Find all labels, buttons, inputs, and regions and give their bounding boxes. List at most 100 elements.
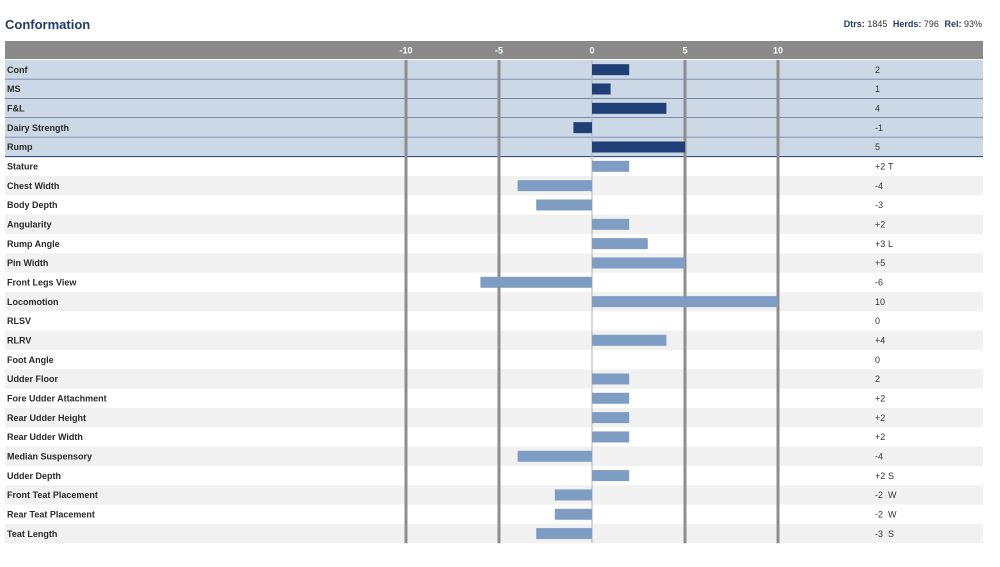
row-background [5,330,983,350]
row-background [5,523,983,544]
category-label: Dairy Strength [7,123,69,133]
value-label: 10 [875,297,885,307]
row-background [5,175,983,196]
row-background [5,98,983,118]
value-suffix-label: W [888,509,897,519]
row-background [5,60,983,80]
value-suffix-label: S [888,471,894,481]
bar [554,508,592,520]
value-label: 0 [875,355,880,365]
value-label: -2 [875,490,883,500]
dtrs-label: Dtrs: [843,19,865,29]
category-label: Teat Length [7,529,57,539]
row-background [5,137,983,157]
value-label: +4 [875,335,885,345]
category-label: Rear Udder Width [7,432,83,442]
bar [573,122,592,134]
bar [592,83,611,95]
category-label: Front Teat Placement [7,490,98,500]
bar [592,373,630,385]
category-label: RLRV [7,335,31,345]
value-suffix-label: W [888,490,897,500]
axis-header-bar [5,41,983,59]
bar [592,238,648,250]
row-background [5,291,983,312]
bar [592,334,667,346]
value-label: +2 [875,413,885,423]
category-label: Front Legs View [7,277,77,287]
bar [592,257,685,269]
bar [592,218,630,230]
bar [592,431,630,443]
x-tick-label: -5 [495,46,503,56]
x-tick-label: -10 [399,46,412,56]
stats-summary: Dtrs: 1845 Herds: 796 Rel: 93% [844,19,985,29]
row-background [5,369,983,389]
row-background [5,253,983,273]
category-label: MS [7,84,21,94]
value-label: -2 [875,509,883,519]
category-label: Angularity [7,220,52,230]
category-label: Conf [7,65,28,75]
category-label: Rear Teat Placement [7,509,95,519]
bar [517,180,592,192]
value-label: +2 [875,432,885,442]
category-label: Stature [7,162,38,172]
category-label: F&L [7,104,25,114]
category-label: Fore Udder Attachment [7,393,107,403]
category-label: Locomotion [7,297,59,307]
bar [517,450,592,462]
page-title: Conformation [5,17,91,32]
category-label: Rear Udder Height [7,413,86,423]
bar [592,412,630,424]
category-label: Udder Depth [7,471,61,481]
bar [592,470,630,482]
bar [592,160,630,172]
row-background [5,117,983,138]
value-label: +3 [875,239,885,249]
value-label: -4 [875,451,883,461]
value-label: -1 [875,123,883,133]
category-label: Rump Angle [7,239,60,249]
value-label: +5 [875,258,885,268]
value-label: 0 [875,316,880,326]
value-label: +2 [875,162,885,172]
bar [592,102,667,114]
row-background [5,446,983,466]
dtrs-value: 1845 [867,19,888,29]
herds-value: 796 [923,19,939,29]
row-background [5,485,983,505]
bar [592,64,630,76]
value-label: 4 [875,104,880,114]
value-label: 2 [875,65,880,75]
bar [554,489,592,501]
category-label: Foot Angle [7,355,54,365]
value-label: +2 [875,471,885,481]
bar [536,528,592,540]
bar [536,199,592,211]
value-label: +2 [875,220,885,230]
row-background [5,214,983,234]
value-suffix-label: L [888,239,893,249]
rel-label: Rel: [944,19,962,29]
row-background [5,79,983,99]
value-label: +2 [875,393,885,403]
value-label: -3 [875,200,883,210]
row-background [5,407,983,428]
value-label: 2 [875,374,880,384]
value-label: -6 [875,277,883,287]
category-label: Udder Floor [7,374,58,384]
category-label: Chest Width [7,181,59,191]
category-label: Pin Width [7,258,48,268]
category-label: RLSV [7,316,31,326]
x-tick-label: 10 [773,46,783,56]
value-suffix-label: S [888,529,894,539]
bar [592,296,778,308]
value-suffix-label: T [888,162,894,172]
x-tick-label: 5 [682,46,687,56]
value-label: 1 [875,84,880,94]
x-tick-label: 0 [589,46,594,56]
rel-value: 93% [963,19,982,29]
